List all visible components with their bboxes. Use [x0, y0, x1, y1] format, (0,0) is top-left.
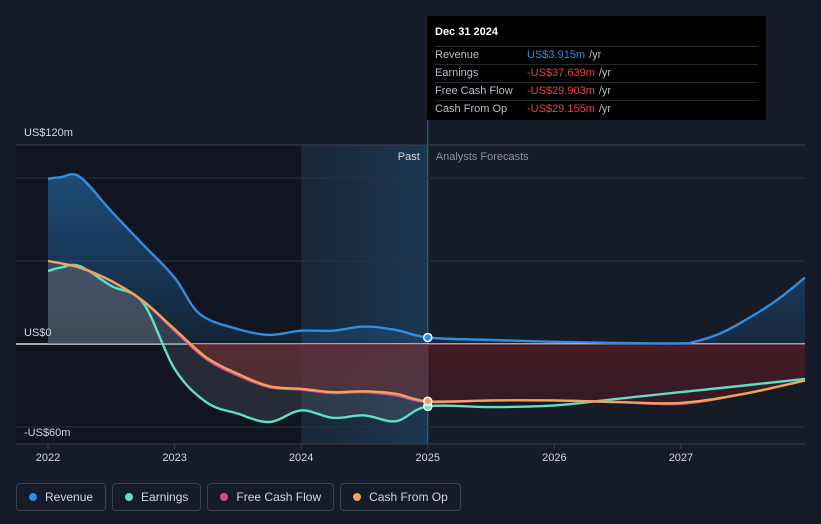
tooltip-unit: /yr: [598, 67, 612, 79]
tooltip-label: Free Cash Flow: [435, 85, 513, 97]
tooltip-value: -US$29.155m: [527, 103, 595, 115]
y-label-top: US$120m: [24, 127, 73, 139]
forecast-label: Analysts Forecasts: [436, 151, 529, 163]
cash-from-op-marker: [423, 396, 433, 407]
legend-label: Earnings: [141, 490, 189, 504]
tooltip-value: -US$29.903m: [527, 85, 595, 97]
x-tick-label: 2027: [669, 452, 693, 464]
tooltip-value: -US$37.639m: [527, 67, 595, 79]
legend-label: Free Cash Flow: [236, 490, 322, 504]
legend-dot-icon: [220, 493, 229, 501]
revenue-marker: [423, 332, 433, 343]
tooltip: Dec 31 2024 Revenue US$3.915m /yr Earnin…: [427, 16, 766, 120]
legend-dot-icon: [125, 493, 134, 501]
past-label: Past: [398, 151, 420, 163]
legend-item-earnings[interactable]: Earnings: [112, 483, 202, 511]
y-label-bottom: -US$60m: [24, 427, 70, 439]
x-tick-label: 2025: [416, 452, 440, 464]
legend-item-cash-from-op[interactable]: Cash From Op: [340, 483, 461, 511]
tooltip-date: Dec 31 2024: [435, 24, 758, 47]
tooltip-row-free-cash-flow: Free Cash Flow -US$29.903m /yr: [435, 83, 758, 101]
tooltip-row-earnings: Earnings -US$37.639m /yr: [435, 65, 758, 83]
tooltip-row-cash-from-op: Cash From Op -US$29.155m /yr: [435, 101, 758, 118]
negative-area: [48, 344, 805, 404]
revenue-area: [48, 174, 805, 344]
tooltip-label: Earnings: [435, 67, 479, 79]
cash-from-op-line: [47, 259, 806, 405]
x-tick-label: 2022: [36, 452, 60, 464]
x-tick-label: 2023: [162, 452, 186, 464]
legend-dot-icon: [29, 493, 37, 501]
tooltip-unit: /yr: [598, 85, 612, 97]
x-tick-label: 2024: [289, 452, 313, 464]
tooltip-unit: /yr: [598, 103, 612, 115]
legend-label: Revenue: [45, 490, 94, 504]
tooltip-label: Cash From Op: [435, 103, 508, 115]
legend-item-free-cash-flow[interactable]: Free Cash Flow: [207, 483, 335, 511]
earnings-line: [47, 263, 806, 424]
revenue-line: [47, 173, 806, 345]
legend: Revenue Earnings Free Cash Flow Cash Fro…: [16, 483, 461, 511]
y-label-zero: US$0: [24, 327, 52, 339]
x-tick-label: 2026: [542, 452, 566, 464]
tooltip-value: US$3.915m: [527, 49, 586, 61]
legend-item-revenue[interactable]: Revenue: [16, 483, 107, 511]
tooltip-unit: /yr: [589, 49, 602, 61]
legend-dot-icon: [353, 493, 362, 501]
legend-label: Cash From Op: [369, 490, 448, 504]
tooltip-row-revenue: Revenue US$3.915m /yr: [435, 47, 758, 65]
tooltip-label: Revenue: [435, 49, 480, 61]
